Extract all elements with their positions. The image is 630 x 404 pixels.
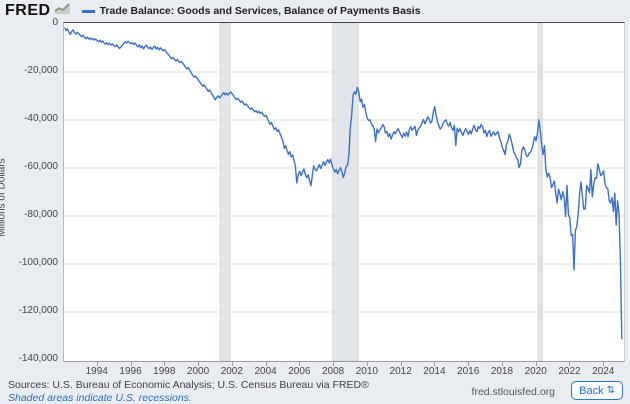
fred-logo-chart-icon — [54, 2, 71, 20]
legend-label: Trade Balance: Goods and Services, Balan… — [99, 5, 421, 17]
y-tick-label: -60,000 — [24, 161, 58, 172]
x-tick-label: 2014 — [423, 366, 446, 377]
x-tick-label: 2002 — [220, 366, 243, 377]
x-tick-label: 2024 — [592, 366, 615, 377]
site-url-text: fred.stlouisfed.org — [471, 386, 555, 398]
x-tick-mark — [569, 362, 571, 366]
y-tick-label: -120,000 — [18, 305, 58, 316]
x-tick-label: 2016 — [457, 366, 480, 377]
header: FRED Trade Balance: Goods and Services, … — [0, 0, 630, 22]
x-tick-label: 2018 — [490, 366, 514, 377]
x-tick-mark — [96, 362, 98, 366]
x-tick-label: 2000 — [186, 366, 210, 377]
back-button[interactable]: Back ⇅ — [571, 381, 623, 400]
x-tick-mark — [164, 362, 166, 366]
x-tick-mark — [400, 362, 402, 366]
x-tick-label: 2006 — [288, 366, 311, 377]
x-tick-label: 1996 — [119, 366, 142, 377]
recession-band — [219, 23, 231, 361]
x-tick-label: 2012 — [389, 366, 412, 377]
y-tick-label: -140,000 — [18, 353, 58, 364]
y-axis-title: Millions of Dollars — [0, 158, 8, 237]
recession-note: Shaded areas indicate U.S. recessions. — [8, 392, 192, 404]
x-tick-label: 2008 — [321, 366, 345, 377]
fred-logo-text: FRED — [5, 2, 51, 19]
trade-balance-line-chart — [64, 23, 624, 361]
y-tick-label: -40,000 — [24, 113, 58, 124]
x-tick-label: 2022 — [558, 366, 581, 377]
x-tick-mark — [535, 362, 537, 366]
x-tick-label: 2010 — [355, 366, 378, 377]
y-tick-label: -100,000 — [18, 257, 58, 268]
legend-line-swatch — [81, 9, 95, 13]
sources-text: Sources: U.S. Bureau of Economic Analysi… — [8, 379, 369, 391]
recession-band — [537, 23, 543, 361]
y-tick-label: -20,000 — [24, 65, 58, 76]
y-tick-label: -80,000 — [24, 209, 58, 220]
x-tick-mark — [434, 362, 436, 366]
x-tick-label: 1994 — [85, 366, 108, 377]
legend: Trade Balance: Goods and Services, Balan… — [81, 5, 421, 17]
x-tick-mark — [501, 362, 503, 366]
trade-balance-line — [64, 27, 623, 340]
y-tick-label: 0 — [52, 17, 58, 28]
back-button-label: Back — [579, 384, 604, 397]
x-tick-mark — [231, 362, 233, 366]
x-tick-label: 2004 — [254, 366, 277, 377]
x-tick-label: 2020 — [524, 366, 547, 377]
back-arrows-icon: ⇅ — [606, 384, 615, 396]
x-tick-mark — [299, 362, 301, 366]
x-tick-mark — [366, 362, 368, 366]
recession-band — [332, 23, 359, 361]
x-tick-mark — [198, 362, 200, 366]
x-tick-mark — [333, 362, 335, 366]
x-tick-mark — [468, 362, 470, 366]
x-tick-mark — [265, 362, 267, 366]
fred-logo: FRED — [0, 2, 71, 20]
x-tick-mark — [603, 362, 605, 366]
x-tick-mark — [130, 362, 132, 366]
x-tick-label: 1998 — [153, 366, 176, 377]
plot-area — [63, 22, 625, 362]
